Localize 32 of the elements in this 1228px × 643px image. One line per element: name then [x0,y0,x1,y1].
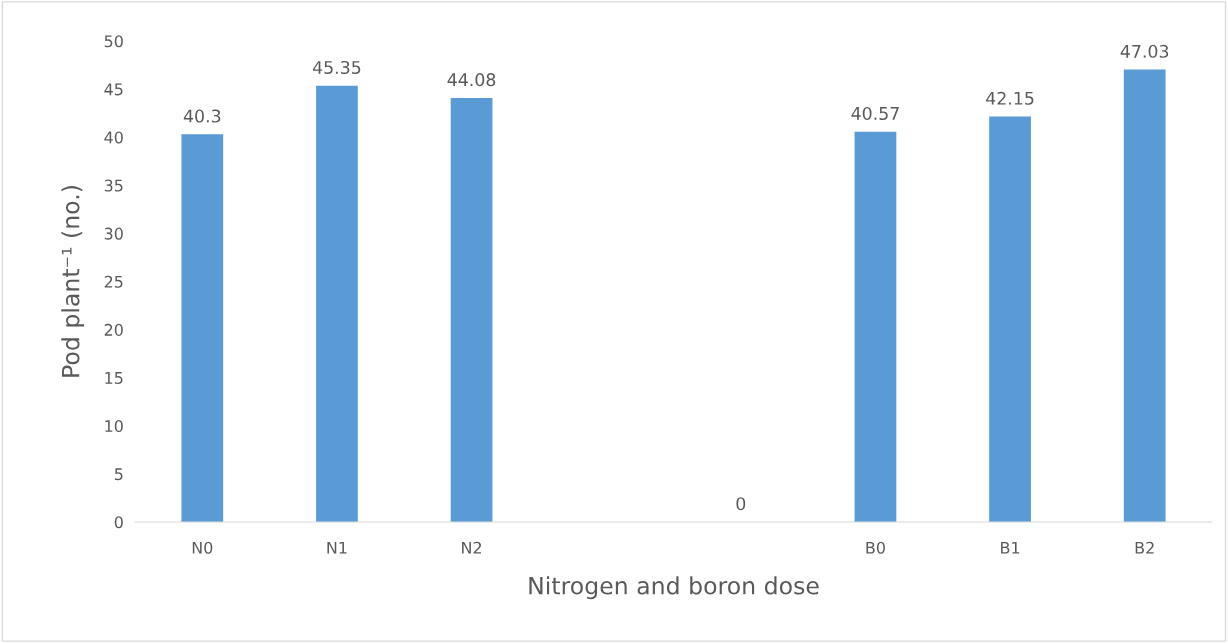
bar [450,97,493,522]
data-label: 44.08 [447,73,496,87]
y-axis-title: Pod plant⁻¹ (no.) [61,186,85,377]
y-tick-label: 10 [105,420,123,433]
bar [316,85,358,522]
y-tick-label: 20 [104,323,123,336]
y-tick-label: 0 [114,516,123,529]
y-tick-label: 50 [104,35,123,48]
x-tick-label: N0 [192,541,213,554]
y-tick-label: 25 [104,275,123,288]
data-label: 45.35 [312,60,361,75]
data-label: 40.57 [851,106,899,121]
x-tick-label: N1 [327,541,347,554]
y-tick-label: 40 [104,131,123,144]
x-tick-label: B2 [1135,541,1154,554]
y-tick-label: 45 [104,83,123,96]
bar [989,116,1031,522]
data-label: 47.03 [1120,44,1169,58]
data-label: 42.15 [986,91,1034,105]
bar [854,131,897,522]
x-tick-label: B0 [866,541,885,554]
y-tick-label: 15 [105,372,123,384]
x-tick-label: B1 [1001,541,1020,554]
x-tick-label: N2 [462,541,482,554]
data-label: 40.3 [183,109,221,123]
bar [1123,69,1166,522]
data-label: 0 [736,497,746,511]
y-tick-label: 35 [104,179,123,192]
y-tick-label: 30 [104,227,123,240]
bar [181,134,224,522]
y-tick-label: 5 [114,468,123,481]
x-axis-title: Nitrogen and boron dose [529,576,819,600]
